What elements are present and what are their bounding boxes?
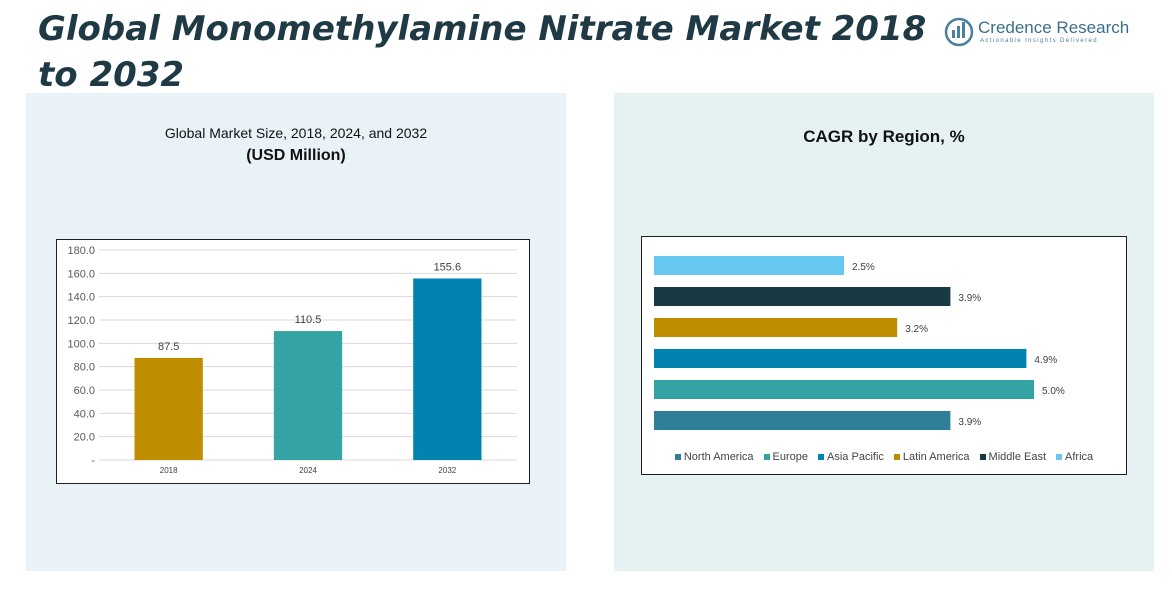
legend-label: North America: [683, 451, 754, 463]
bar-value-label: 3.9%: [958, 417, 981, 428]
legend-label: Europe: [772, 451, 809, 463]
legend-item: Europe: [763, 451, 809, 463]
bar-north-america: [654, 411, 951, 430]
legend-item: Asia Pacific: [818, 451, 884, 463]
legend-label: Latin America: [902, 451, 970, 463]
x-tick-label: 2024: [299, 466, 317, 475]
y-tick-label: 120.0: [67, 315, 95, 327]
bar-asia-pacific: [654, 349, 1027, 368]
market-size-bar-chart: - 20.0 40.0 60.0 80.0 100.0 120.0 140.0 160.0 180…: [67, 245, 517, 475]
y-tick-label: 20.0: [74, 432, 95, 444]
legend-label: Asia Pacific: [827, 451, 884, 463]
legend-item: Africa: [1056, 451, 1093, 463]
bar-latin-america: [654, 318, 898, 337]
bar-2018: [134, 357, 203, 460]
cagr-bar-chart: 2.5% 3.9% 3.2% 4.9% 5.0% 3.9%: [654, 256, 1065, 430]
legend-item: Middle East: [979, 451, 1047, 463]
logo-tagline: Actionable Insights Delivered: [980, 38, 1098, 44]
y-tick-label: 40.0: [74, 408, 95, 420]
cagr-chart: 2.5% 3.9% 3.2% 4.9% 5.0% 3.9% North America Eu…: [641, 236, 1127, 475]
cagr-legend: North America Europe Asia Pacific Latin Ame…: [642, 451, 1126, 463]
legend-swatch: [979, 454, 986, 460]
legend-item: Latin America: [893, 451, 970, 463]
market-size-subtitle: Global Market Size, 2018, 2024, and 2032: [164, 125, 428, 141]
legend-label: Middle East: [988, 451, 1047, 463]
bar-value-label: 4.9%: [1034, 355, 1057, 366]
legend-swatch: [893, 454, 900, 460]
bar-value-label: 2.5%: [852, 262, 875, 273]
y-tick-label: -: [91, 455, 95, 467]
bar-africa: [654, 256, 844, 275]
legend-swatch: [674, 454, 681, 460]
bar-value-label: 110.5: [295, 314, 322, 326]
y-tick-label: 80.0: [74, 362, 95, 374]
bar-value-label: 87.5: [158, 341, 179, 353]
y-tick-label: 180.0: [67, 245, 95, 257]
cagr-panel: CAGR by Region, % 2.5% 3.9% 3.2% 4.9% 5.0% 3.…: [614, 93, 1154, 571]
market-size-chart: - 20.0 40.0 60.0 80.0 100.0 120.0 140.0 160.0 180…: [56, 239, 530, 484]
credence-logo-icon: [944, 17, 974, 47]
legend-item: North America: [674, 451, 754, 463]
bar-value-label: 155.6: [434, 261, 462, 273]
x-tick-label: 2032: [438, 466, 456, 475]
y-tick-label: 100.0: [67, 338, 95, 350]
bar-value-label: 5.0%: [1042, 386, 1065, 397]
y-tick-label: 60.0: [74, 385, 95, 397]
cagr-title: CAGR by Region, %: [803, 127, 965, 146]
market-size-panel: Global Market Size, 2018, 2024, and 2032…: [26, 93, 566, 571]
y-tick-label: 160.0: [67, 268, 95, 280]
legend-swatch: [1056, 454, 1063, 460]
x-tick-label: 2018: [160, 466, 178, 475]
legend-swatch: [763, 454, 770, 460]
market-size-unit: (USD Million): [246, 147, 346, 164]
bar-europe: [654, 380, 1034, 399]
legend-swatch: [818, 454, 825, 460]
bar-value-label: 3.2%: [905, 324, 928, 335]
page-title: Global Monomethylamine Nitrate Market 20…: [38, 9, 927, 95]
bar-2024: [273, 331, 343, 460]
y-tick-label: 140.0: [67, 292, 95, 304]
logo-name: Credence Research: [978, 18, 1130, 37]
bar-2032: [413, 278, 482, 460]
bar-middle-east: [654, 287, 951, 306]
brand-logo: Credence Research Actionable Insights De…: [944, 16, 1144, 52]
legend-label: Africa: [1065, 451, 1094, 463]
bar-value-label: 3.9%: [958, 293, 981, 304]
